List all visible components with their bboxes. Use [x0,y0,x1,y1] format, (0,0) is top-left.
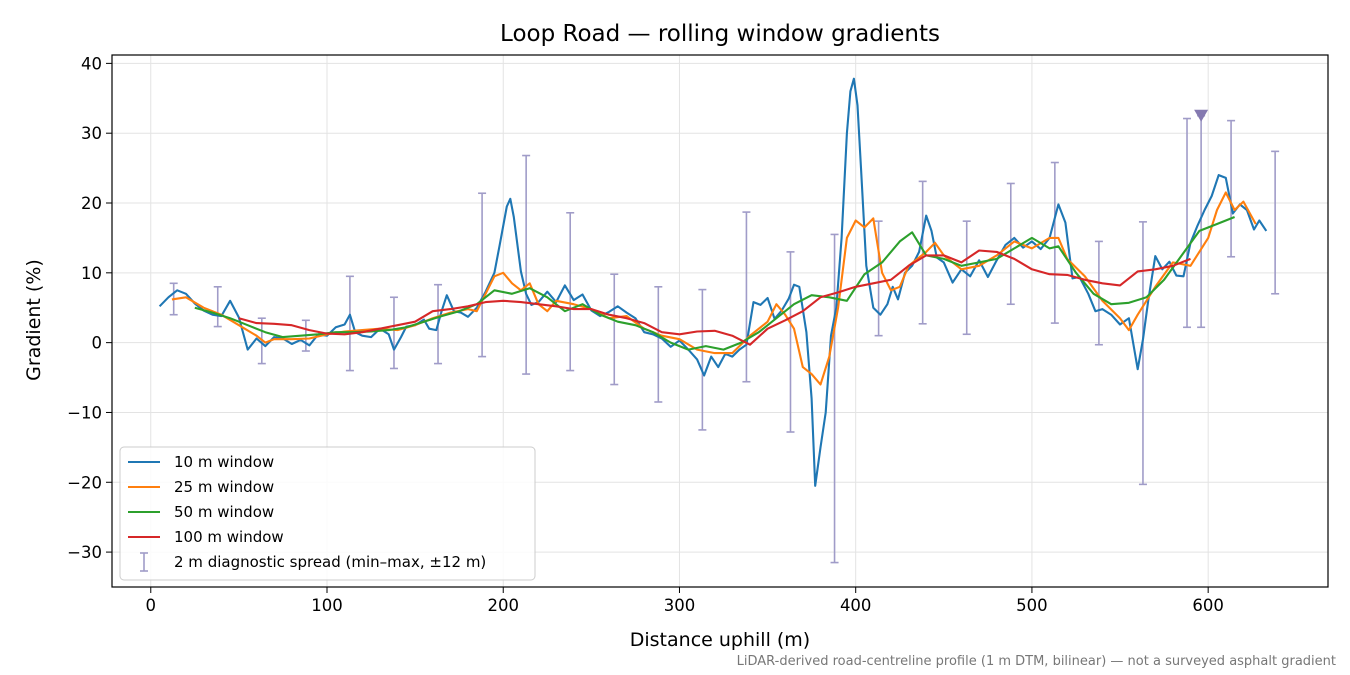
legend-label: 2 m diagnostic spread (min–max, ±12 m) [174,553,486,571]
x-tick-label: 600 [1192,596,1224,615]
series-line-10m [158,77,1268,487]
x-tick-label: 400 [840,596,872,615]
y-tick-label: 10 [81,264,102,283]
y-axis-label: Gradient (%) [23,259,45,381]
y-tick-label: −10 [67,403,102,422]
y-tick-label: 0 [92,334,103,353]
y-tick-label: 40 [81,54,102,73]
triangle-marker [1194,109,1209,122]
series-layer [158,77,1280,564]
x-tick-label: 200 [487,596,519,615]
y-tick-label: −30 [67,543,102,562]
y-tick-label: 30 [81,124,102,143]
legend-label: 10 m window [174,453,274,471]
plot-frame [111,54,1329,588]
x-tick-label: 300 [664,596,696,615]
legend-label: 100 m window [174,528,284,546]
legend-label: 50 m window [174,503,274,521]
x-tick-label: 500 [1016,596,1048,615]
footnote: LiDAR-derived road-centreline profile (1… [737,654,1336,669]
legend-label: 25 m window [174,478,274,496]
x-tick-label: 100 [311,596,343,615]
legend: 10 m window 25 m window 50 m window 100 m w… [119,446,536,581]
chart-title: Loop Road — rolling window gradients [500,21,940,47]
x-axis-label: Distance uphill (m) [630,629,810,651]
y-tick-label: 20 [81,194,102,213]
legend-box [119,446,536,581]
y-tick-label: −20 [67,473,102,492]
series-line-25m [171,191,1257,386]
series-line-100m [238,249,1191,346]
series-line-50m [194,216,1235,351]
axis-ticks: 0 100 200 300 400 500 600 −30 −20 −10 0 10 20 30 40 [67,54,1224,615]
x-tick-label: 0 [146,596,157,615]
grid [112,55,1328,587]
